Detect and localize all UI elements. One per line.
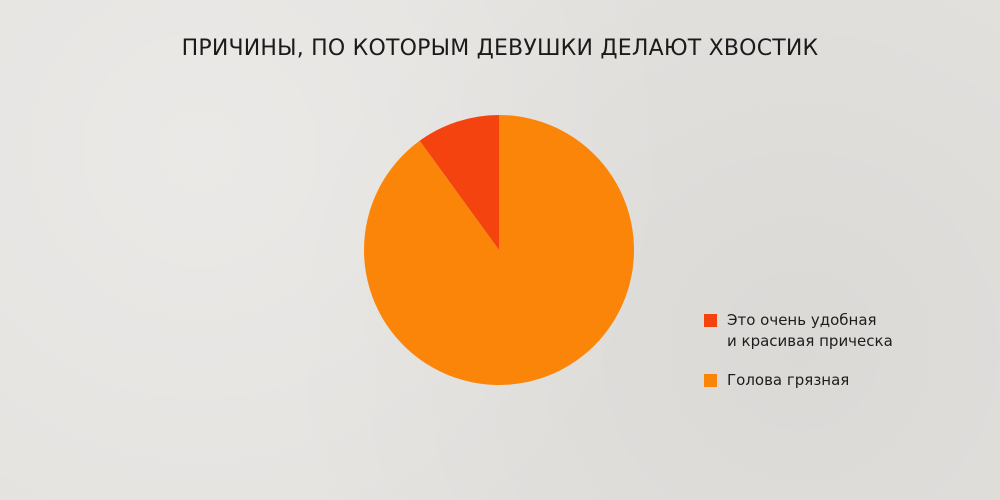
pie-slice-comfortable	[419, 115, 499, 250]
pie-slice-dirty-hair	[363, 115, 634, 385]
legend-item-comfortable: Это очень удобная и красивая прическа	[704, 310, 964, 352]
chart-title: ПРИЧИНЫ, ПО КОТОРЫМ ДЕВУШКИ ДЕЛАЮТ ХВОСТ…	[181, 36, 819, 61]
legend-swatch-comfortable	[704, 314, 717, 327]
legend-item-dirty-hair: Голова грязная	[704, 370, 964, 391]
legend-swatch-dirty-hair	[704, 374, 717, 387]
chart-legend: Это очень удобная и красивая прическа Го…	[704, 310, 964, 409]
legend-label-dirty-hair: Голова грязная	[727, 371, 850, 389]
legend-label-comfortable: Это очень удобная и красивая прическа	[727, 311, 893, 350]
